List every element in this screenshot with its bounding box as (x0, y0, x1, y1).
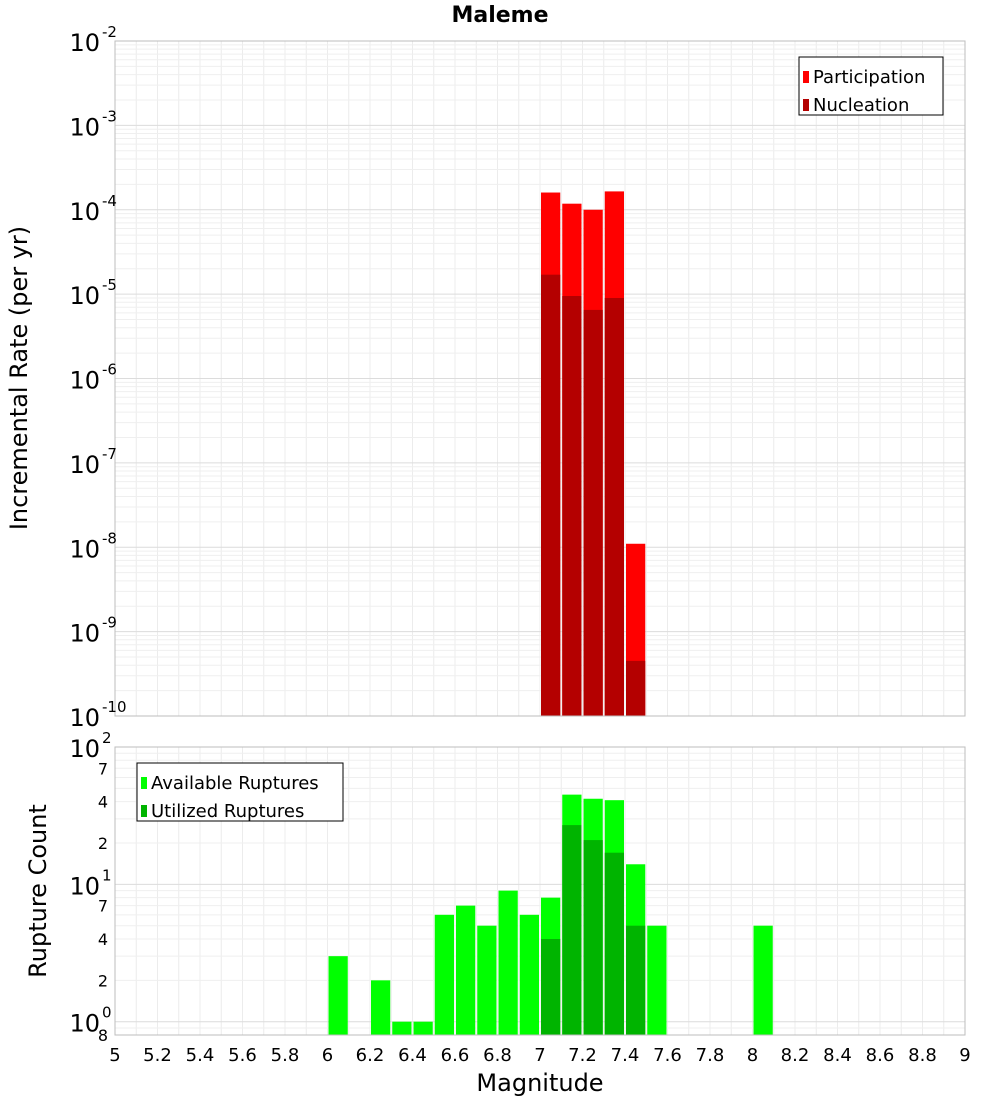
chart-title: Maleme (451, 3, 548, 28)
y-tick-exponent: -3 (102, 107, 117, 125)
bar-available-ruptures-7.55 (647, 925, 667, 1035)
x-tick-label: 5 (109, 1045, 120, 1066)
y-minor-tick-label: 4 (98, 793, 108, 812)
y-tick-label: 10 (69, 535, 100, 563)
x-tick-label: 7.4 (611, 1045, 640, 1066)
bar-available-ruptures-6.65 (456, 905, 476, 1035)
legend-swatch (803, 99, 809, 111)
y-tick-exponent: -6 (102, 361, 117, 379)
y-minor-tick-label: 2 (98, 834, 108, 853)
x-axis-title: Magnitude (476, 1069, 603, 1097)
x-tick-label: 5.4 (186, 1045, 215, 1066)
legend-box (136, 762, 344, 822)
y-minor-tick-label: 7 (98, 759, 108, 778)
legend-swatch (141, 777, 147, 789)
x-tick-label: 8.8 (908, 1045, 937, 1066)
x-tick-label: 9 (959, 1045, 970, 1066)
bar-nucleation-7.15 (562, 296, 582, 716)
x-tick-label: 5.6 (228, 1045, 257, 1066)
legend-label: Nucleation (813, 95, 909, 116)
y-tick-label: 10 (69, 113, 100, 141)
legend: Available Ruptures Utilized Ruptures (136, 762, 344, 822)
y-minor-tick-label: 8 (98, 1026, 108, 1045)
bar-available-ruptures-6.85 (498, 890, 518, 1035)
bar-utilized-ruptures-7.05 (541, 939, 561, 1035)
x-tick-label: 6.2 (356, 1045, 385, 1066)
x-tick-label: 6.4 (398, 1045, 427, 1066)
bar-nucleation-7.25 (583, 309, 603, 716)
bar-utilized-ruptures-7.35 (604, 852, 624, 1035)
bar-utilized-ruptures-7.25 (583, 840, 603, 1035)
x-tick-label: 5.8 (271, 1045, 300, 1066)
y-tick-label: 10 (69, 451, 100, 479)
y-tick-exponent: -8 (102, 529, 117, 547)
bar-available-ruptures-8.05 (753, 925, 773, 1035)
legend-label: Participation (813, 67, 925, 88)
y-tick-exponent: -9 (102, 614, 117, 632)
bar-nucleation-7.45 (626, 660, 646, 716)
plot-frame (114, 746, 966, 1036)
bar-nucleation-7.35 (604, 297, 624, 716)
bar-available-ruptures-6.35 (392, 1021, 412, 1035)
y-tick-label: 10 (69, 29, 100, 57)
bars (541, 191, 646, 717)
y-tick-label: 10 (69, 735, 100, 763)
legend: Participation Nucleation (798, 56, 944, 116)
bar-available-ruptures-6.45 (413, 1021, 433, 1035)
y-tick-exponent: -7 (102, 445, 117, 463)
legend-box (798, 56, 944, 116)
bar-available-ruptures-6.95 (519, 914, 539, 1035)
legend-swatch (141, 805, 147, 817)
bar-utilized-ruptures-7.45 (626, 925, 646, 1035)
bar-utilized-ruptures-7.15 (562, 825, 582, 1035)
y-tick-label: 10 (69, 198, 100, 226)
x-tick-label: 8.4 (823, 1045, 852, 1066)
top-y-axis-title: Incremental Rate (per yr) (5, 226, 33, 530)
bars (328, 794, 773, 1035)
legend-label: Available Ruptures (151, 773, 319, 794)
bar-available-ruptures-6.75 (477, 925, 497, 1035)
y-tick-exponent: -4 (102, 192, 117, 210)
y-minor-tick-label: 7 (98, 897, 108, 916)
y-tick-exponent: 2 (102, 729, 112, 747)
x-tick-label: 6.8 (483, 1045, 512, 1066)
x-tick-label: 8.6 (866, 1045, 895, 1066)
y-tick-exponent: 0 (102, 1004, 112, 1022)
legend-label: Utilized Ruptures (151, 801, 304, 822)
legend-swatch (803, 71, 809, 83)
y-tick-label: 10 (69, 620, 100, 648)
y-tick-label: 10 (69, 367, 100, 395)
x-tick-label: 7.2 (568, 1045, 597, 1066)
y-tick-exponent: -10 (102, 698, 127, 716)
y-minor-tick-label: 2 (98, 971, 108, 990)
y-tick-label: 10 (69, 282, 100, 310)
y-tick-label: 10 (69, 872, 100, 900)
y-tick-label: 10 (69, 704, 100, 732)
y-tick-exponent: -5 (102, 276, 117, 294)
x-tick-label: 5.2 (143, 1045, 172, 1066)
x-tick-label: 7.6 (653, 1045, 682, 1066)
x-tick-label: 6.6 (441, 1045, 470, 1066)
x-tick-label: 6 (322, 1045, 333, 1066)
plot-frame (114, 40, 966, 717)
y-tick-exponent: 1 (102, 866, 112, 884)
x-tick-label: 7.8 (696, 1045, 725, 1066)
grid (114, 40, 966, 717)
bar-available-ruptures-6.25 (371, 980, 391, 1035)
y-tick-exponent: -2 (102, 23, 117, 41)
top-plot: 10-210-310-410-510-610-710-810-910 -10Par… (69, 23, 966, 732)
x-tick-label: 8.2 (781, 1045, 810, 1066)
bottom-y-axis-title: Rupture Count (24, 804, 52, 978)
x-tick-label: 7 (534, 1045, 545, 1066)
y-tick-label: 10 (69, 1010, 100, 1038)
bar-nucleation-7.05 (541, 274, 561, 716)
y-minor-tick-label: 4 (98, 930, 108, 949)
x-tick-label: 8 (747, 1045, 758, 1066)
bar-available-ruptures-6.05 (328, 956, 348, 1035)
bar-available-ruptures-6.55 (434, 914, 454, 1035)
